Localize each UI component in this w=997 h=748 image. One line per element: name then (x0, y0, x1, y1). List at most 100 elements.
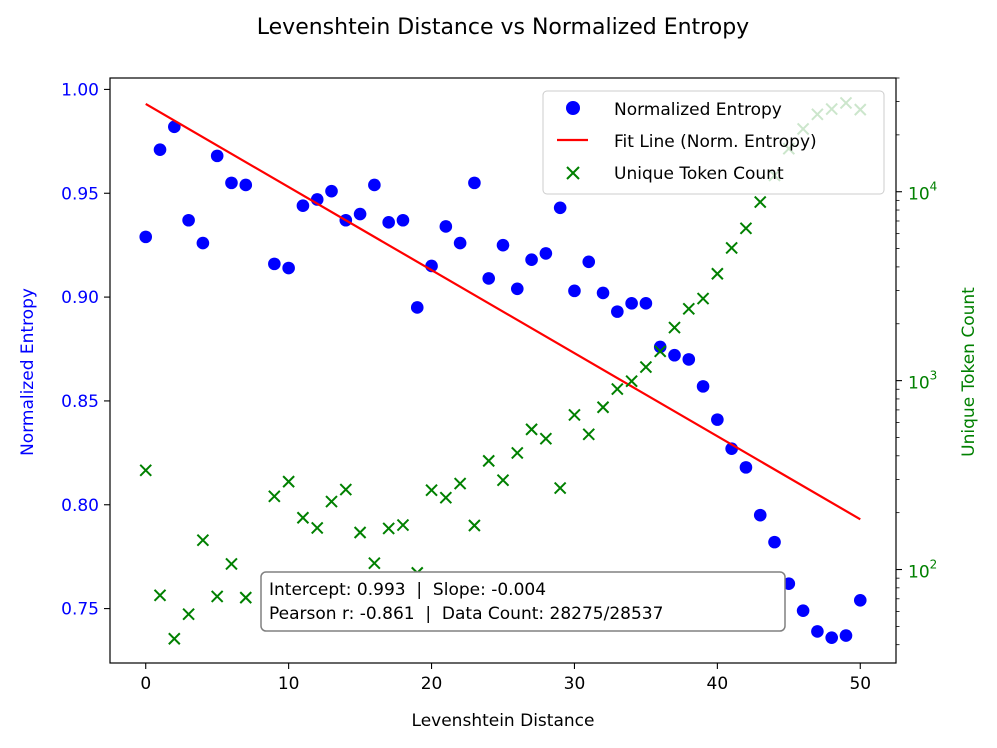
annotation-line-2: Pearson r: -0.861 | Data Count: 28275/28… (269, 604, 663, 624)
entropy-point (153, 143, 167, 156)
token-point (668, 321, 681, 334)
token-point (439, 491, 453, 504)
token-point (325, 495, 338, 508)
token-point (539, 432, 553, 445)
entropy-point (410, 301, 424, 314)
x-axis-label: Levenshtein Distance (412, 711, 595, 731)
token-point (482, 454, 495, 468)
annotation-line-1: Intercept: 0.993 | Slope: -0.004 (269, 580, 546, 600)
stats-annotation: Intercept: 0.993 | Slope: -0.004 Pearson… (260, 571, 786, 632)
entropy-point (596, 286, 610, 300)
token-point (268, 490, 281, 503)
y-right-tick-exponent: 2 (930, 558, 938, 572)
series-1 (145, 103, 861, 521)
entropy-point (825, 631, 838, 644)
chart-title: Levenshtein Distance vs Normalized Entro… (257, 15, 749, 40)
legend-box (542, 90, 885, 195)
entropy-point (696, 380, 710, 393)
token-point (553, 481, 567, 495)
annotation-box (260, 571, 786, 632)
entropy-point (353, 207, 367, 221)
token-point (453, 477, 467, 490)
token-point (368, 557, 381, 570)
token-point (282, 475, 295, 488)
entropy-point (225, 176, 238, 190)
y-left-tick-label: 1.00 (61, 80, 99, 100)
legend-label-tokens: Unique Token Count (614, 164, 784, 184)
token-point (353, 526, 367, 539)
entropy-point (510, 282, 524, 296)
x-tick-label: 0 (140, 674, 151, 694)
token-point (725, 241, 738, 255)
y-right-tick-exponent: 4 (930, 180, 938, 194)
token-point (568, 408, 581, 422)
entropy-point (625, 297, 638, 310)
entropy-point (482, 272, 496, 285)
entropy-point (368, 178, 381, 192)
entropy-point (439, 220, 453, 233)
entropy-point (196, 236, 210, 250)
token-point (682, 302, 695, 316)
y-axis-left-label: Normalized Entropy (18, 288, 38, 456)
entropy-point (611, 305, 624, 318)
y-axis-right-label: Unique Token Count (959, 287, 979, 457)
token-point (425, 483, 438, 497)
entropy-point (496, 238, 510, 252)
x-tick-label: 30 (564, 674, 586, 694)
token-point (511, 446, 524, 460)
x-tick-label: 20 (421, 674, 443, 694)
token-point (311, 521, 324, 535)
entropy-point (768, 535, 781, 549)
token-point (196, 533, 210, 547)
fit-line (145, 103, 861, 521)
token-point (396, 518, 410, 532)
token-point (296, 511, 310, 524)
x-tick-label: 40 (707, 674, 729, 694)
token-point (210, 590, 224, 603)
entropy-point (396, 213, 410, 227)
legend: Normalized Entropy Fit Line (Norm. Entro… (542, 90, 885, 195)
entropy-point (239, 178, 253, 192)
y-right-tick-exponent: 3 (930, 369, 938, 383)
token-point (639, 360, 653, 374)
y-left-tick-label: 0.90 (61, 288, 99, 308)
entropy-point (282, 261, 295, 275)
token-point (625, 374, 638, 388)
entropy-point (182, 213, 195, 227)
entropy-point (582, 255, 596, 269)
y-left-tick-label: 0.95 (61, 184, 99, 204)
token-point (739, 222, 753, 235)
token-point (653, 345, 667, 358)
entropy-point (210, 149, 224, 163)
entropy-point (839, 629, 853, 642)
entropy-point (539, 247, 553, 260)
token-point (153, 589, 167, 602)
token-point (382, 522, 395, 535)
entropy-point (668, 348, 681, 362)
entropy-point (639, 297, 653, 310)
token-point (339, 483, 353, 496)
legend-label-fit: Fit Line (Norm. Entropy) (614, 132, 817, 152)
entropy-point (753, 508, 767, 522)
token-point (239, 591, 252, 604)
entropy-point (653, 340, 667, 354)
y-left-tick-label: 0.80 (61, 496, 99, 516)
entropy-point (853, 593, 867, 607)
token-point (611, 382, 624, 396)
entropy-point (739, 461, 753, 474)
entropy-point (468, 176, 481, 190)
x-tick-label: 50 (849, 674, 871, 694)
y-left-tick-label: 0.75 (61, 600, 99, 620)
token-point (582, 428, 595, 441)
token-point (525, 423, 538, 436)
token-point (139, 464, 152, 477)
y-left-tick-label: 0.85 (61, 392, 99, 412)
x-tick-label: 10 (278, 674, 300, 694)
entropy-point (811, 625, 824, 638)
entropy-point (711, 413, 724, 426)
legend-marker-circle (566, 101, 580, 115)
token-point (496, 474, 510, 487)
entropy-point (553, 201, 567, 215)
legend-label-entropy: Normalized Entropy (614, 100, 782, 120)
entropy-point (296, 199, 310, 213)
